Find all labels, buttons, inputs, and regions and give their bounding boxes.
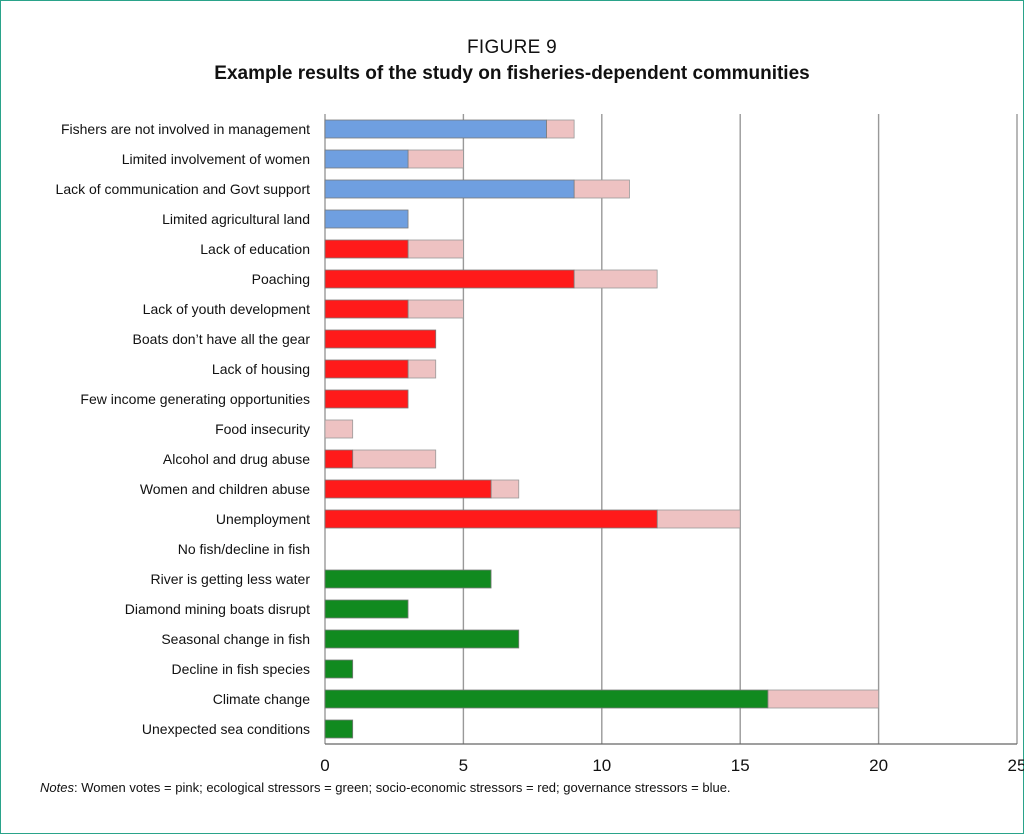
category-label: Limited agricultural land bbox=[162, 211, 310, 227]
bar-ecological bbox=[324, 599, 409, 619]
category-label: Lack of education bbox=[200, 241, 310, 257]
bar-ecological bbox=[324, 659, 354, 679]
x-tick-label: 10 bbox=[592, 756, 611, 775]
category-label: Unemployment bbox=[216, 511, 310, 527]
category-label: Alcohol and drug abuse bbox=[163, 451, 310, 467]
category-label: Lack of youth development bbox=[143, 301, 310, 317]
bar-socio-economic bbox=[324, 389, 409, 409]
category-label: Fishers are not involved in management bbox=[61, 121, 310, 137]
category-label: River is getting less water bbox=[150, 571, 310, 587]
bar-women-votes bbox=[407, 239, 464, 259]
category-label: Unexpected sea conditions bbox=[142, 721, 310, 737]
bar-governance bbox=[324, 149, 409, 169]
category-label: Few income generating opportunities bbox=[80, 391, 310, 407]
x-tick-label: 15 bbox=[731, 756, 750, 775]
bar-women-votes bbox=[490, 479, 520, 499]
bar-women-votes bbox=[352, 449, 437, 469]
bar-governance bbox=[324, 179, 575, 199]
bar-ecological bbox=[324, 719, 354, 739]
chart-title: Example results of the study on fisherie… bbox=[214, 63, 810, 84]
bar-socio-economic bbox=[324, 269, 575, 289]
category-label: Climate change bbox=[213, 691, 310, 707]
category-label: Seasonal change in fish bbox=[161, 631, 310, 647]
bar-socio-economic bbox=[324, 359, 409, 379]
figure-label: FIGURE 9 bbox=[466, 37, 558, 58]
category-label: Food insecurity bbox=[215, 421, 310, 437]
bar-governance bbox=[324, 119, 547, 139]
x-tick-label: 25 bbox=[1008, 756, 1024, 775]
notes-text: : Women votes = pink; ecological stresso… bbox=[73, 780, 731, 795]
x-tick-label: 5 bbox=[459, 756, 468, 775]
bar-socio-economic bbox=[324, 299, 409, 319]
notes-lead: Notes bbox=[40, 780, 74, 795]
bar-women-votes bbox=[407, 149, 464, 169]
bar-socio-economic bbox=[324, 449, 354, 469]
category-label: Poaching bbox=[252, 271, 310, 287]
bar-women-votes bbox=[573, 269, 658, 289]
bar-women-votes bbox=[546, 119, 575, 139]
bar-ecological bbox=[324, 569, 492, 589]
bar-women-votes bbox=[407, 359, 437, 379]
category-label: Decline in fish species bbox=[171, 661, 310, 677]
category-label: Lack of housing bbox=[212, 361, 310, 377]
x-tick-label: 0 bbox=[320, 756, 329, 775]
bar-socio-economic bbox=[324, 479, 492, 499]
bar-women-votes bbox=[767, 689, 880, 709]
category-label: Diamond mining boats disrupt bbox=[125, 601, 310, 617]
bar-ecological bbox=[324, 689, 769, 709]
bar-women-votes bbox=[324, 419, 354, 439]
category-label: Lack of communication and Govt support bbox=[56, 181, 311, 197]
category-label: Boats don’t have all the gear bbox=[133, 331, 311, 347]
notes: Notes: Women votes = pink; ecological st… bbox=[40, 780, 731, 795]
bar-women-votes bbox=[573, 179, 630, 199]
bar-women-votes bbox=[407, 299, 464, 319]
bar-socio-economic bbox=[324, 509, 658, 529]
bar-governance bbox=[324, 209, 409, 229]
bar-socio-economic bbox=[324, 239, 409, 259]
bar-women-votes bbox=[656, 509, 741, 529]
x-tick-label: 20 bbox=[869, 756, 888, 775]
category-label: No fish/decline in fish bbox=[178, 541, 310, 557]
category-label: Limited involvement of women bbox=[122, 151, 310, 167]
category-label: Women and children abuse bbox=[140, 481, 310, 497]
bar-socio-economic bbox=[324, 329, 437, 349]
bar-ecological bbox=[324, 629, 520, 649]
